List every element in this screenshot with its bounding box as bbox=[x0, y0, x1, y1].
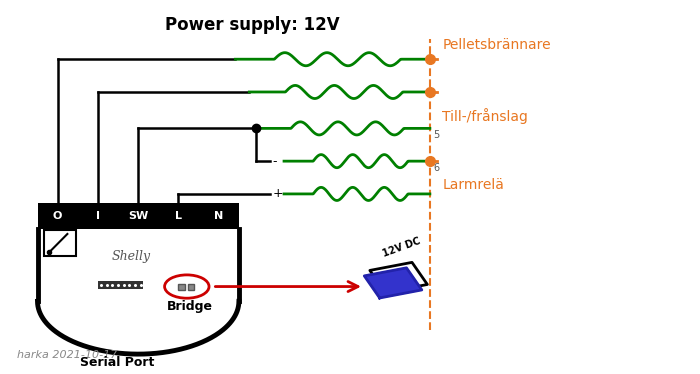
Text: -: - bbox=[272, 155, 276, 168]
Bar bbox=[38, 203, 239, 229]
Text: Bridge: Bridge bbox=[167, 300, 214, 313]
Text: L: L bbox=[175, 211, 182, 221]
Text: 5: 5 bbox=[433, 130, 440, 140]
Text: Pelletsbrännare: Pelletsbrännare bbox=[442, 38, 551, 52]
Text: 6: 6 bbox=[433, 163, 440, 173]
Text: +: + bbox=[272, 187, 283, 200]
Text: N: N bbox=[214, 211, 223, 221]
Text: Serial Port: Serial Port bbox=[80, 356, 155, 369]
Polygon shape bbox=[38, 229, 239, 301]
Polygon shape bbox=[370, 263, 428, 292]
Text: O: O bbox=[53, 211, 62, 221]
FancyArrowPatch shape bbox=[216, 282, 358, 292]
Circle shape bbox=[164, 275, 209, 298]
Polygon shape bbox=[364, 268, 422, 298]
Bar bbox=[44, 230, 76, 256]
Text: I: I bbox=[96, 211, 100, 221]
Text: 12V DC: 12V DC bbox=[382, 236, 422, 259]
Text: SW: SW bbox=[128, 211, 148, 221]
Polygon shape bbox=[38, 301, 239, 354]
Text: Till-/frånslag: Till-/frånslag bbox=[442, 108, 528, 124]
Text: harka 2021-10-17: harka 2021-10-17 bbox=[17, 350, 117, 359]
Bar bbox=[188, 284, 195, 290]
Bar bbox=[178, 284, 185, 290]
Text: Larmrelä: Larmrelä bbox=[442, 178, 504, 192]
Text: Power supply: 12V: Power supply: 12V bbox=[165, 16, 340, 34]
Text: Shelly: Shelly bbox=[112, 250, 150, 263]
Bar bbox=[98, 282, 144, 289]
